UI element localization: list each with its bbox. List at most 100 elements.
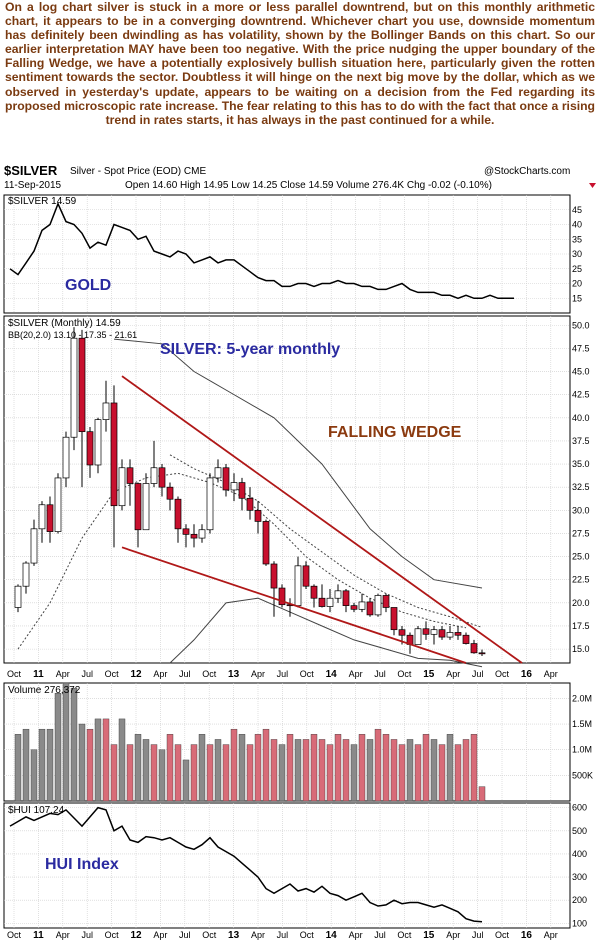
volume-bar bbox=[86, 728, 94, 802]
candle bbox=[54, 477, 62, 532]
volume-bar bbox=[446, 734, 454, 802]
x-axis-label-bottom: Apr bbox=[56, 930, 70, 940]
volume-legend: Volume 276,372 bbox=[8, 685, 81, 696]
volume-bar bbox=[302, 739, 310, 802]
x-axis-label: 15 bbox=[423, 669, 435, 680]
volume-bar bbox=[94, 718, 102, 802]
candle bbox=[262, 521, 270, 565]
x-axis-label: Jul bbox=[179, 669, 191, 679]
vol-tick-label: 1.0M bbox=[572, 745, 592, 755]
volume-bar bbox=[438, 744, 446, 802]
candle bbox=[150, 467, 158, 484]
hui-tick-label: 400 bbox=[572, 849, 587, 859]
x-axis-label: Apr bbox=[349, 669, 363, 679]
wedge-trendline bbox=[121, 375, 523, 664]
x-axis-label-bottom: Apr bbox=[153, 930, 167, 940]
candle bbox=[86, 431, 94, 466]
x-axis-label: Oct bbox=[495, 669, 510, 679]
candle bbox=[278, 587, 286, 606]
chg-down-icon bbox=[589, 183, 596, 188]
volume-bar bbox=[70, 687, 78, 802]
bb-upper-line bbox=[113, 338, 483, 589]
candle bbox=[182, 528, 190, 535]
candle bbox=[190, 534, 198, 539]
x-axis-label: Apr bbox=[251, 669, 265, 679]
candle bbox=[350, 605, 358, 610]
x-axis-label: Apr bbox=[544, 669, 558, 679]
volume-bar bbox=[166, 734, 174, 802]
vol-tick-label: 500K bbox=[572, 770, 593, 780]
bb-middle-line bbox=[169, 454, 483, 628]
x-axis-label: Apr bbox=[56, 669, 70, 679]
wedge-annotation: FALLING WEDGE bbox=[328, 424, 462, 441]
candle bbox=[78, 337, 86, 433]
x-axis-label-bottom: Apr bbox=[251, 930, 265, 940]
gold-legend: $SILVER 14.59 bbox=[8, 196, 77, 207]
volume-bar bbox=[366, 739, 374, 802]
x-axis-label-bottom: 15 bbox=[423, 930, 435, 940]
volume-bar bbox=[62, 682, 70, 802]
candle bbox=[342, 590, 350, 606]
x-axis-label: 14 bbox=[326, 669, 338, 680]
candle bbox=[238, 482, 246, 499]
x-axis-label: 13 bbox=[228, 669, 240, 680]
candle bbox=[158, 467, 166, 488]
x-axis-label-bottom: Jul bbox=[179, 930, 191, 940]
volume-bar bbox=[358, 734, 366, 802]
volume-bar bbox=[22, 728, 30, 802]
candle bbox=[438, 629, 446, 638]
volume-bar bbox=[142, 739, 150, 802]
silver-tick-label: 47.5 bbox=[572, 343, 590, 353]
candle bbox=[430, 629, 438, 635]
silver-tick-label: 32.5 bbox=[572, 482, 590, 492]
volume-bar bbox=[206, 744, 214, 802]
silver-legend: $SILVER (Monthly) 14.59 bbox=[8, 318, 121, 329]
candle bbox=[214, 467, 222, 479]
gold-tick-label: 25 bbox=[572, 264, 582, 274]
silver-tick-label: 30.0 bbox=[572, 505, 590, 515]
candle bbox=[270, 563, 278, 589]
gold-annotation: GOLD bbox=[65, 277, 111, 294]
candle bbox=[14, 585, 22, 608]
volume-bar bbox=[198, 734, 206, 802]
candle bbox=[110, 402, 118, 507]
x-axis-label: Oct bbox=[105, 669, 120, 679]
candle bbox=[462, 634, 470, 644]
hui-series-line bbox=[9, 806, 483, 923]
candle bbox=[302, 565, 310, 587]
x-axis-label-bottom: Apr bbox=[349, 930, 363, 940]
volume-bar bbox=[54, 693, 62, 802]
volume-bar bbox=[398, 744, 406, 802]
candle bbox=[62, 436, 70, 479]
volume-bar bbox=[414, 744, 422, 802]
silver-tick-label: 20.0 bbox=[572, 598, 590, 608]
silver-title: SILVER: 5-year monthly bbox=[160, 341, 340, 358]
volume-bar bbox=[158, 749, 166, 802]
x-axis-label-bottom: 13 bbox=[228, 930, 240, 940]
volume-bar bbox=[406, 739, 414, 802]
volume-bar bbox=[126, 744, 134, 802]
symbol-description: Silver - Spot Price (EOD) CME bbox=[70, 166, 207, 177]
candle bbox=[254, 509, 262, 522]
volume-bar bbox=[230, 728, 238, 802]
candle bbox=[174, 498, 182, 530]
volume-bar bbox=[30, 749, 38, 802]
volume-bar bbox=[478, 786, 486, 802]
candle bbox=[366, 601, 374, 616]
volume-bar bbox=[174, 744, 182, 802]
volume-bar bbox=[254, 734, 262, 802]
x-axis-label-bottom: Oct bbox=[495, 930, 510, 940]
hui-tick-label: 200 bbox=[572, 895, 587, 905]
volume-bar bbox=[222, 744, 230, 802]
candle bbox=[414, 628, 422, 645]
silver-tick-label: 25.0 bbox=[572, 552, 590, 562]
silver-tick-label: 22.5 bbox=[572, 575, 590, 585]
x-axis-label-bottom: Oct bbox=[7, 930, 22, 940]
volume-bar bbox=[430, 739, 438, 802]
candle bbox=[382, 595, 390, 608]
candle bbox=[46, 504, 54, 532]
chart-date: 11-Sep-2015 bbox=[4, 180, 62, 191]
copyright: @StockCharts.com bbox=[484, 166, 571, 177]
silver-tick-label: 50.0 bbox=[572, 320, 590, 330]
